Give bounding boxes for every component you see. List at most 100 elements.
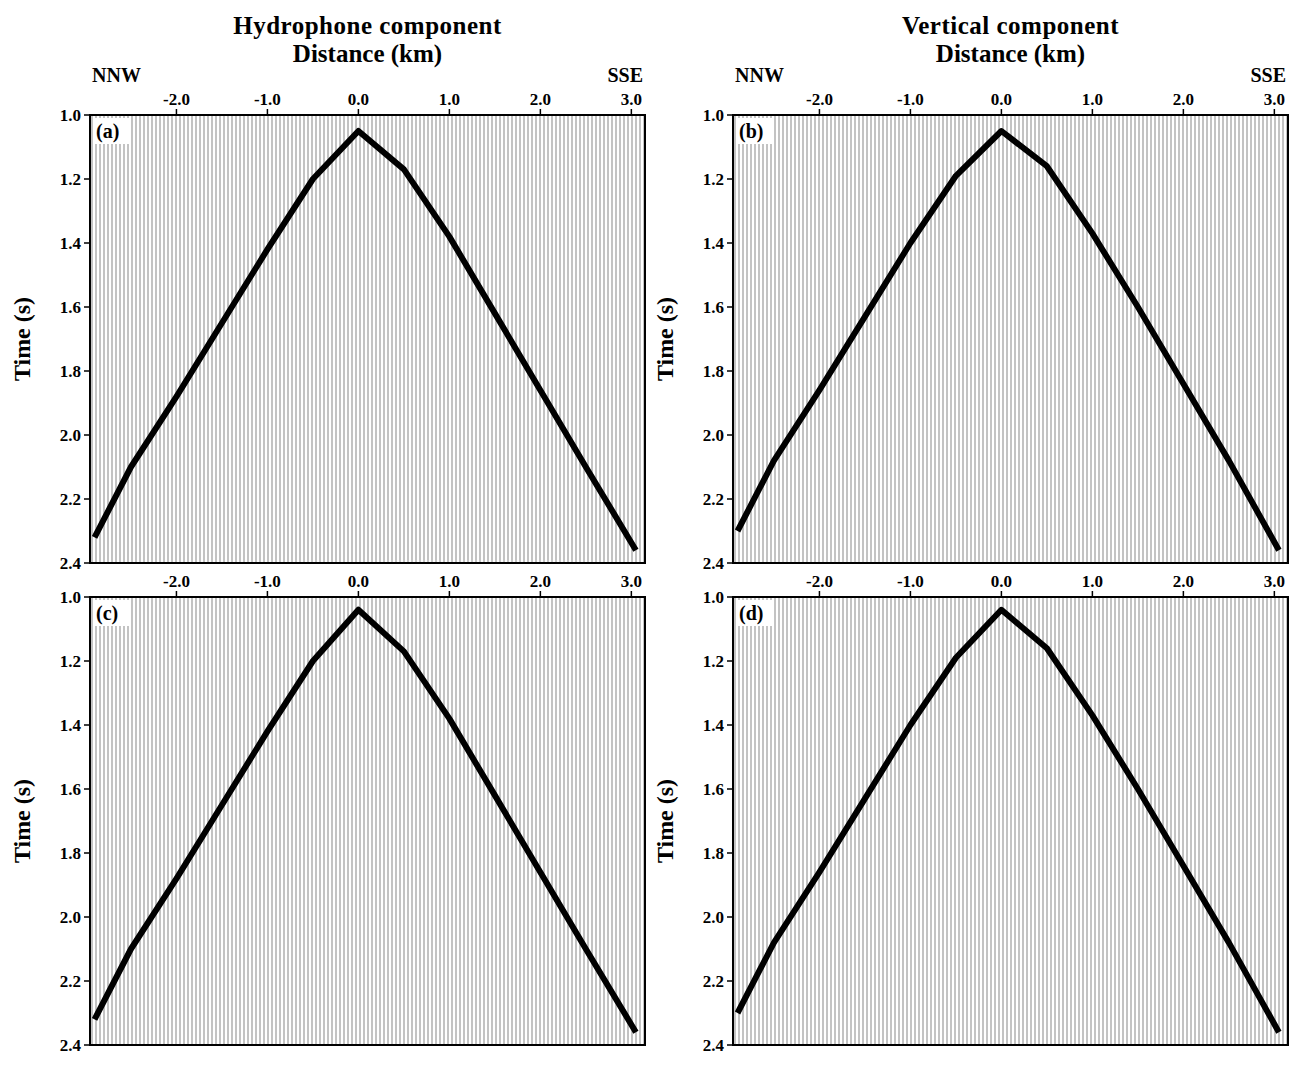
trace-line [484,597,485,1045]
trace-line [1215,597,1216,1045]
trace-line [1127,115,1128,563]
trace-line [1087,115,1088,563]
trace-line [1039,115,1040,563]
x-tick-label: -2.0 [163,90,190,109]
trace-line [835,597,836,1045]
trace-line [404,115,405,563]
trace-line [1003,115,1004,563]
trace-line [927,115,928,563]
trace-line [915,115,916,563]
trace-line [580,115,581,563]
trace-line [1035,115,1036,563]
trace-line [1083,115,1084,563]
trace-line [939,115,940,563]
trace-line [184,597,185,1045]
trace-line [931,597,932,1045]
trace-line [1183,597,1184,1045]
x-tick-label: -1.0 [897,572,924,591]
y-tick-label: 2.2 [703,972,724,991]
trace-line [887,597,888,1045]
y-tick-label: 1.2 [703,170,724,189]
trace-line [1171,597,1172,1045]
trace-line [967,597,968,1045]
trace-line [272,597,273,1045]
trace-line [1147,115,1148,563]
trace-line [1111,115,1112,563]
trace-line [891,115,892,563]
trace-line [136,115,137,563]
trace-line [572,115,573,563]
trace-line [855,115,856,563]
trace-line [815,597,816,1045]
trace-line [492,597,493,1045]
panel: -2.0-1.00.01.02.03.01.01.21.41.61.82.02.… [9,12,645,573]
trace-line [480,597,481,1045]
trace-line [863,115,864,563]
trace-line [1015,597,1016,1045]
y-tick-label: 1.8 [703,362,724,381]
trace-line [584,597,585,1045]
x-tick [631,591,633,597]
trace-line [424,115,425,563]
trace-line [612,597,613,1045]
trace-line [1143,597,1144,1045]
trace-line [1067,115,1068,563]
trace-line [328,597,329,1045]
trace-line [440,597,441,1045]
trace-line [1283,597,1284,1045]
trace-line [124,597,125,1045]
trace-line [983,115,984,563]
trace-line [1223,597,1224,1045]
trace-line [743,597,744,1045]
trace-line [504,115,505,563]
y-tick [84,852,90,854]
trace-line [132,115,133,563]
trace-line [568,597,569,1045]
trace-line [771,597,772,1045]
plot-background [733,597,1288,1045]
trace-line [947,597,948,1045]
trace-line [636,115,637,563]
trace-line [819,115,820,563]
x-tick [358,591,360,597]
trace-line [1035,597,1036,1045]
trace-line [256,115,257,563]
trace-line [540,115,541,563]
trace-line [839,597,840,1045]
trace-line [1087,597,1088,1045]
trace-line [252,115,253,563]
trace-line [484,115,485,563]
trace-line [552,115,553,563]
trace-line [376,597,377,1045]
trace-line [196,115,197,563]
trace-line [176,597,177,1045]
trace-line [216,115,217,563]
plot-background [733,115,1288,563]
trace-line [232,115,233,563]
trace-line [859,597,860,1045]
x-tick-label: 3.0 [621,90,642,109]
trace-line [1027,597,1028,1045]
trace-line [987,115,988,563]
trace-line [1235,597,1236,1045]
plot-area [90,597,645,1045]
trace-line [204,115,205,563]
trace-line [592,597,593,1045]
trace-line [240,115,241,563]
x-tick-label: 1.0 [1082,572,1103,591]
x-tick-label: 2.0 [1173,572,1194,591]
x-tick [267,591,269,597]
trace-line [224,597,225,1045]
trace-line [787,597,788,1045]
trace-line [304,597,305,1045]
y-tick [84,788,90,790]
trace-line [971,115,972,563]
trace-line [252,597,253,1045]
trace-line [544,597,545,1045]
trace-line [839,115,840,563]
trace-line [348,115,349,563]
trace-line [1179,115,1180,563]
trace-line [120,597,121,1045]
trace-line [208,597,209,1045]
x-tick-label: 0.0 [991,572,1012,591]
